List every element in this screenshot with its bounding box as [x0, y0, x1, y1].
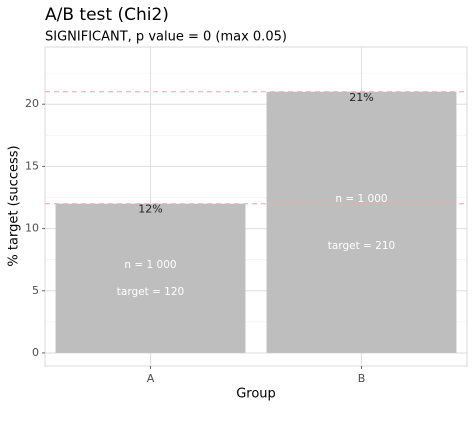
x-tick-label: B: [358, 372, 366, 385]
value-label: 12%: [138, 203, 162, 216]
x-tick-label: A: [147, 372, 155, 385]
y-axis-label: % target (success): [7, 145, 22, 266]
y-tick-label: 15: [25, 159, 39, 172]
n-label: n = 1 000: [124, 259, 176, 271]
value-label: 21%: [349, 91, 373, 104]
bar: [266, 91, 457, 353]
y-tick-label: 10: [25, 222, 39, 235]
chart-subtitle: SIGNIFICANT, p value = 0 (max 0.05): [45, 30, 287, 45]
x-axis-label: Group: [236, 387, 276, 402]
y-tick-label: 5: [32, 284, 39, 297]
target-label: target = 210: [328, 240, 395, 252]
n-label: n = 1 000: [335, 193, 387, 205]
y-tick-label: 0: [32, 346, 39, 359]
bar: [55, 203, 246, 353]
target-label: target = 120: [117, 286, 184, 298]
y-tick-label: 20: [25, 97, 39, 110]
chart-title: A/B test (Chi2): [45, 5, 169, 25]
